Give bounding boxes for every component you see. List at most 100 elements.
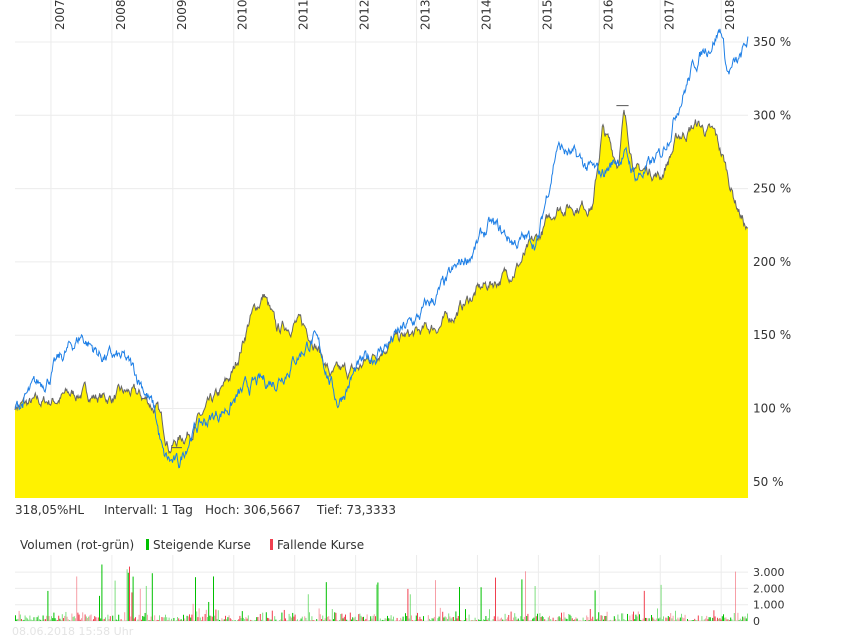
x-tick-label: 2013 [419, 0, 433, 30]
volume-bar [502, 619, 504, 621]
volume-bar [365, 618, 367, 621]
volume-bar [645, 617, 646, 621]
volume-bar [564, 617, 566, 621]
volume-bar [387, 615, 388, 621]
volume-bar [46, 615, 48, 621]
volume-bar [385, 618, 387, 621]
volume-bar [417, 612, 418, 621]
volume-bar [199, 617, 201, 621]
volume-bar [355, 620, 357, 621]
volume-bar [415, 615, 417, 621]
volume-bar [147, 614, 148, 621]
volume-bar [707, 619, 709, 621]
volume-bar [307, 594, 309, 621]
volume-bar [166, 617, 168, 621]
volume-bar [142, 615, 144, 621]
volume-bar [238, 619, 240, 621]
volume-bar [660, 584, 662, 621]
volume-bar [449, 616, 451, 621]
volume-bar [352, 617, 354, 621]
volume-bar [589, 609, 591, 621]
volume-bar [420, 619, 422, 621]
volume-bar [510, 611, 512, 621]
y-tick-label: 150 % [753, 328, 791, 342]
volume-bar [615, 618, 616, 621]
volume-bar [493, 616, 495, 621]
volume-bar [677, 617, 679, 621]
volume-bar [460, 620, 462, 621]
volume-bar [738, 620, 740, 621]
volume-bar [250, 619, 252, 621]
volume-bar [705, 618, 706, 621]
volume-bar [157, 620, 159, 621]
volume-bar [712, 617, 714, 621]
volume-bar [517, 618, 519, 621]
volume-bar [154, 615, 156, 621]
volume-bar [665, 617, 667, 621]
timestamp: 08.06.2018 15:58 Uhr [12, 625, 134, 638]
volume-bar [268, 618, 270, 621]
volume-bar [243, 617, 244, 621]
volume-bar [65, 611, 67, 621]
volume-bar [574, 619, 576, 621]
volume-bar [81, 618, 82, 621]
volume-bar [388, 618, 390, 621]
x-tick-label: 2011 [297, 0, 311, 30]
volume-bar [275, 619, 277, 621]
volume-bar [478, 619, 480, 621]
volume-bar [345, 614, 346, 621]
volume-bar [334, 612, 336, 621]
volume-bar [22, 620, 24, 621]
volume-bar [486, 619, 488, 621]
volume-bar [213, 576, 214, 621]
volume-bar [341, 613, 343, 621]
volume-bar [339, 619, 340, 621]
volume-bar [437, 618, 439, 621]
volume-bar [217, 610, 219, 621]
volume-bar [145, 585, 147, 621]
volume-bar [294, 614, 296, 621]
volume-bar [706, 615, 708, 621]
volume-bar [85, 616, 87, 621]
volume-bar [635, 614, 637, 621]
volume-bar [361, 617, 363, 621]
volume-bar [412, 620, 414, 621]
volume-bar [450, 618, 452, 621]
volume-bar [654, 620, 656, 621]
volume-bar [89, 615, 91, 621]
volume-bar [115, 619, 117, 621]
volume-bar [18, 610, 20, 621]
volume-bar [631, 614, 633, 621]
volume-bar [667, 616, 669, 621]
volume-bar [23, 619, 25, 621]
x-tick-label: 2016 [601, 0, 615, 30]
volume-bar [208, 601, 210, 621]
volume-bar [93, 619, 94, 621]
volume-bar [544, 619, 546, 621]
volume-bar [328, 616, 330, 621]
volume-bar [708, 617, 710, 621]
volume-bar [215, 609, 217, 621]
volume-bar [627, 613, 628, 621]
volume-bar [297, 619, 298, 621]
volume-bar [366, 614, 368, 621]
volume-bar [52, 618, 54, 621]
volume-bar [745, 618, 747, 621]
volume-bar [676, 619, 678, 621]
volume-bar [204, 614, 206, 621]
volume-bar [646, 618, 648, 621]
volume-bar [49, 619, 51, 621]
volume-bar [51, 616, 52, 621]
volume-bar [532, 618, 534, 621]
volume-bar [400, 617, 402, 621]
y-tick-label: 50 % [753, 475, 784, 489]
volume-bar [225, 615, 226, 621]
volume-bar [280, 619, 282, 621]
volume-bar [594, 590, 596, 621]
volume-bar [269, 619, 271, 621]
volume-bar [281, 612, 283, 621]
volume-bar [642, 618, 644, 621]
interval-label: Intervall: 1 Tag [104, 503, 193, 517]
volume-bar [396, 617, 398, 621]
